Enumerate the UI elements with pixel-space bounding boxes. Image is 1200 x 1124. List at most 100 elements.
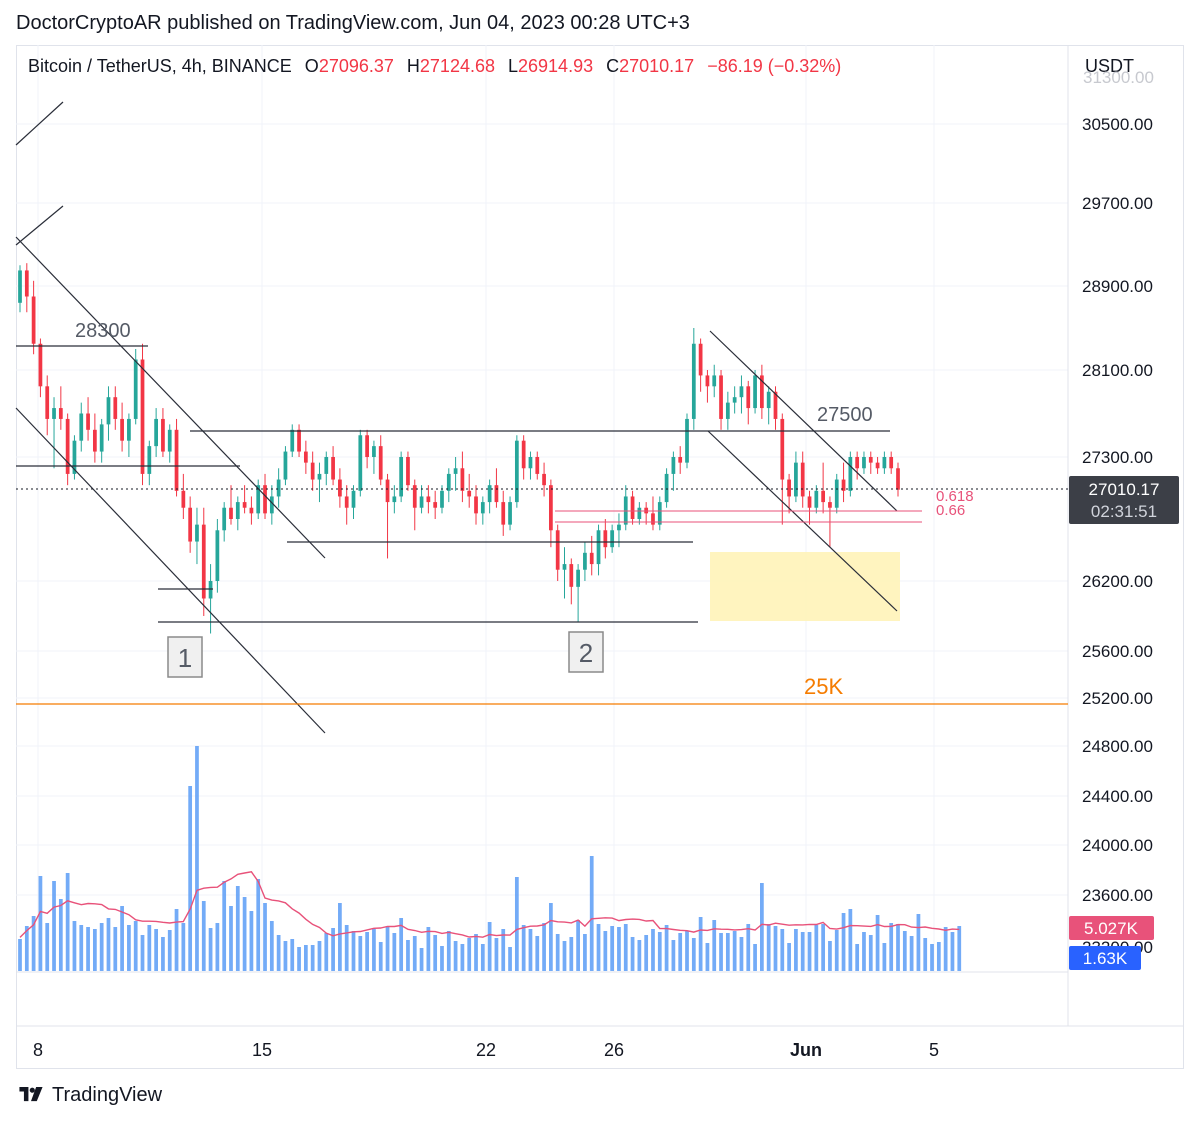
candle-body bbox=[338, 479, 342, 497]
label-27500: 27500 bbox=[817, 404, 873, 426]
volume-bar bbox=[133, 921, 138, 971]
price-tick-partial: 31300.00 bbox=[1083, 68, 1154, 87]
time-tick-label: 15 bbox=[252, 1040, 272, 1060]
ohlc-legend: Bitcoin / TetherUS, 4h, BINANCE O27096.3… bbox=[28, 56, 841, 77]
volume-bar bbox=[113, 927, 118, 971]
volume-bar bbox=[72, 921, 77, 971]
trendline-top-left-2 bbox=[15, 205, 64, 246]
volume-bar bbox=[215, 923, 220, 971]
candle-body bbox=[45, 386, 50, 419]
candle-body bbox=[249, 507, 254, 514]
candle-body bbox=[583, 552, 587, 570]
legend-change: −86.19 (−0.32%) bbox=[707, 56, 842, 76]
candle-body bbox=[392, 496, 397, 503]
volume-bar bbox=[875, 915, 880, 971]
candle-body bbox=[882, 457, 887, 469]
volume-bar bbox=[256, 879, 261, 971]
candle-body bbox=[691, 343, 696, 419]
candle-body bbox=[310, 462, 315, 480]
volume-bar bbox=[698, 917, 703, 971]
candle-body bbox=[324, 457, 329, 474]
legend-high-label: H bbox=[406, 56, 420, 76]
candle-body bbox=[712, 375, 717, 387]
chart-frame[interactable] bbox=[16, 45, 1184, 1069]
legend-open-value: 27096.37 bbox=[318, 56, 394, 76]
volume-bar bbox=[406, 940, 410, 971]
candle-body bbox=[480, 502, 485, 514]
candle-body bbox=[569, 564, 574, 587]
volume-bar bbox=[31, 916, 36, 971]
candle-body bbox=[834, 479, 839, 508]
candle-body bbox=[603, 530, 608, 548]
volume-bar bbox=[120, 906, 124, 971]
candle-body bbox=[426, 496, 431, 503]
candle-body bbox=[331, 457, 335, 480]
footer[interactable]: TradingView bbox=[16, 1084, 162, 1107]
candle-body bbox=[549, 485, 553, 531]
legend-low-value: 26914.93 bbox=[518, 56, 594, 76]
candle-body bbox=[31, 296, 36, 344]
candle-body bbox=[372, 446, 376, 457]
candle-body bbox=[242, 502, 247, 508]
price-tick-label: 28100.00 bbox=[1082, 361, 1153, 380]
candle-body bbox=[65, 418, 70, 474]
volume-bar bbox=[821, 924, 826, 971]
candle-body bbox=[848, 457, 853, 491]
volume-bar bbox=[780, 929, 785, 971]
candle-body bbox=[562, 564, 567, 570]
candle-body bbox=[535, 457, 540, 474]
candle-body bbox=[147, 446, 152, 474]
volume-bar bbox=[814, 925, 819, 971]
candle-body bbox=[385, 479, 390, 503]
candle-body bbox=[487, 485, 492, 503]
candle-body bbox=[725, 402, 730, 419]
candle-layer bbox=[18, 263, 900, 634]
candle-body bbox=[92, 429, 97, 452]
candle-body bbox=[365, 435, 369, 457]
volume-bar bbox=[188, 786, 193, 971]
candle-body bbox=[555, 530, 560, 570]
volume-bar bbox=[868, 935, 873, 971]
marker-2-label: 2 bbox=[579, 638, 593, 668]
candle-body bbox=[521, 440, 526, 469]
candle-body bbox=[79, 413, 84, 441]
volume-last-badge-label: 1.63K bbox=[1083, 949, 1128, 968]
price-tick-label: 25600.00 bbox=[1082, 642, 1153, 661]
candle-body bbox=[719, 375, 723, 419]
time-tick-label: 26 bbox=[604, 1040, 624, 1060]
volume-bar bbox=[943, 927, 948, 971]
volume-bar bbox=[583, 934, 587, 971]
candle-body bbox=[610, 530, 615, 548]
candle-body bbox=[399, 457, 404, 497]
volume-bar bbox=[474, 934, 478, 971]
price-tick-label: 29700.00 bbox=[1082, 194, 1153, 213]
volume-bar bbox=[657, 932, 662, 971]
volume-bar bbox=[494, 938, 499, 971]
candle-body bbox=[269, 496, 274, 514]
volume-bar bbox=[862, 932, 866, 971]
volume-bar bbox=[773, 926, 778, 971]
candle-body bbox=[855, 457, 860, 469]
candle-body bbox=[99, 424, 104, 452]
candle-body bbox=[18, 270, 22, 303]
volume-bar bbox=[535, 936, 540, 971]
candle-body bbox=[576, 569, 580, 587]
legend-close-value: 27010.17 bbox=[619, 56, 695, 76]
volume-ma-line bbox=[19, 871, 960, 938]
candle-body bbox=[807, 496, 812, 508]
volume-bar bbox=[651, 929, 655, 971]
candle-body bbox=[671, 457, 676, 474]
volume-bar bbox=[433, 935, 438, 971]
volume-bar bbox=[514, 877, 519, 971]
candle-body bbox=[698, 343, 703, 376]
volume-bar bbox=[794, 929, 798, 971]
candle-body bbox=[889, 457, 894, 469]
volume-bar bbox=[528, 929, 533, 971]
candle-body bbox=[351, 490, 356, 508]
candle-body bbox=[24, 270, 29, 297]
candle-body bbox=[297, 429, 301, 452]
candle-body bbox=[317, 473, 322, 480]
volume-bar bbox=[392, 933, 397, 971]
candle-body bbox=[508, 502, 512, 525]
